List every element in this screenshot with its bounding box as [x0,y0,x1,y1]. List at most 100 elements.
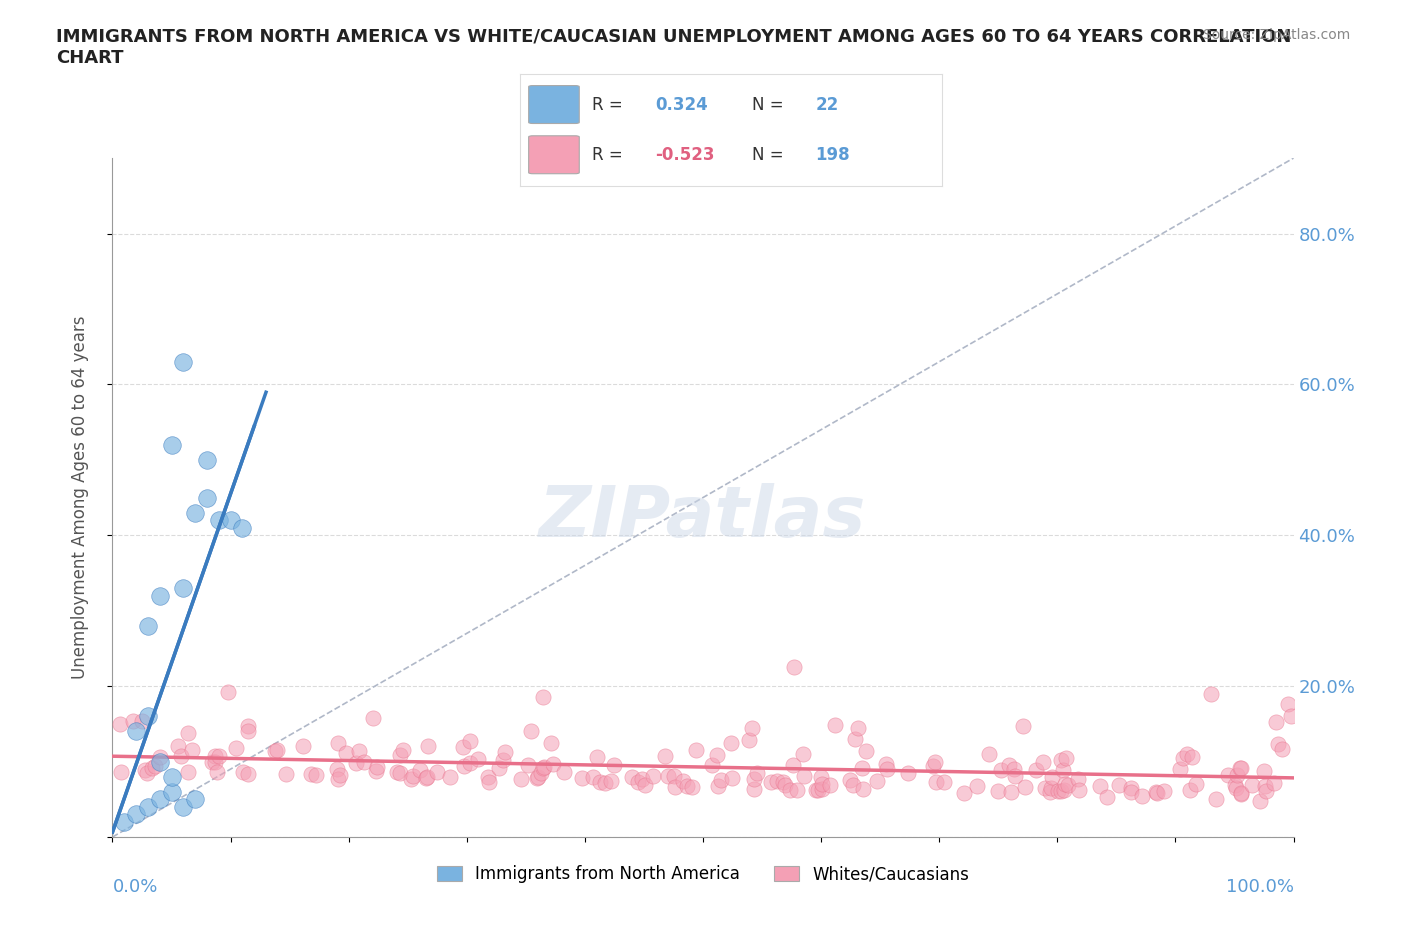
Point [1254,784,1277,799]
Text: ZIPatlas: ZIPatlas [540,484,866,552]
Legend: Immigrants from North America, Whites/Caucasians: Immigrants from North America, Whites/Ca… [430,858,976,890]
Point [160,769,183,784]
Point [1225,780,1247,795]
Text: R =: R = [592,146,628,164]
Point [207,764,229,779]
Point [664,779,686,794]
Text: R =: R = [592,96,628,113]
Point [925,775,948,790]
Point [149,754,172,769]
Point [630,771,652,786]
Point [460,733,482,748]
Point [700,757,723,772]
Point [807,782,830,797]
Point [366,759,388,774]
Point [204,754,226,769]
Point [657,768,679,783]
Point [595,776,617,790]
Point [181,743,204,758]
Point [531,689,554,704]
Point [232,765,254,780]
Point [773,777,796,792]
Point [818,777,841,792]
Point [720,771,742,786]
Point [361,711,384,725]
Point [1254,778,1277,793]
Point [141,761,163,776]
Point [1088,778,1111,793]
Point [664,768,686,783]
Point [1146,786,1168,801]
Point [1185,777,1208,791]
Point [766,774,789,789]
Point [231,520,253,535]
Point [527,770,550,785]
Point [305,767,328,782]
Point [1108,777,1130,792]
Point [335,746,357,761]
Point [1171,751,1194,765]
Point [409,763,432,777]
Point [924,755,946,770]
Point [510,772,533,787]
Text: 100.0%: 100.0% [1226,878,1294,896]
Point [1253,764,1275,778]
Point [274,767,297,782]
Point [671,774,693,789]
Point [1216,767,1239,782]
Point [453,758,475,773]
Point [402,768,425,783]
Point [451,739,474,754]
Point [110,764,132,779]
Point [553,764,575,779]
Point [876,761,898,776]
Text: 22: 22 [815,96,839,113]
Point [811,777,834,791]
Point [263,743,285,758]
Point [1047,784,1070,799]
Point [458,755,481,770]
Point [806,783,828,798]
FancyBboxPatch shape [529,136,579,174]
Point [1053,782,1076,797]
Point [236,766,259,781]
Point [1067,782,1090,797]
Point [364,764,387,778]
Point [772,775,794,790]
Point [389,766,412,781]
Point [201,755,224,770]
Point [416,769,439,784]
Point [1130,788,1153,803]
Point [517,757,540,772]
Point [439,769,461,784]
Point [1052,763,1074,777]
Point [740,721,762,736]
Point [851,761,873,776]
Point [149,750,172,764]
Point [620,770,643,785]
Point [172,354,194,369]
Point [1199,686,1222,701]
Point [742,782,765,797]
Point [477,769,499,784]
Point [1181,750,1204,764]
Point [184,791,207,806]
Point [934,774,956,789]
Point [1053,777,1076,791]
Point [738,733,761,748]
Point [1230,787,1253,802]
Point [236,719,259,734]
Point [195,490,218,505]
Point [344,755,367,770]
Point [195,452,218,467]
Point [654,748,676,763]
Point [685,743,707,758]
Point [710,773,733,788]
Point [391,743,413,758]
Point [1226,767,1249,782]
Point [634,777,657,792]
Point [707,778,730,793]
Text: N =: N = [752,96,789,113]
Point [526,771,548,786]
Point [177,764,200,779]
